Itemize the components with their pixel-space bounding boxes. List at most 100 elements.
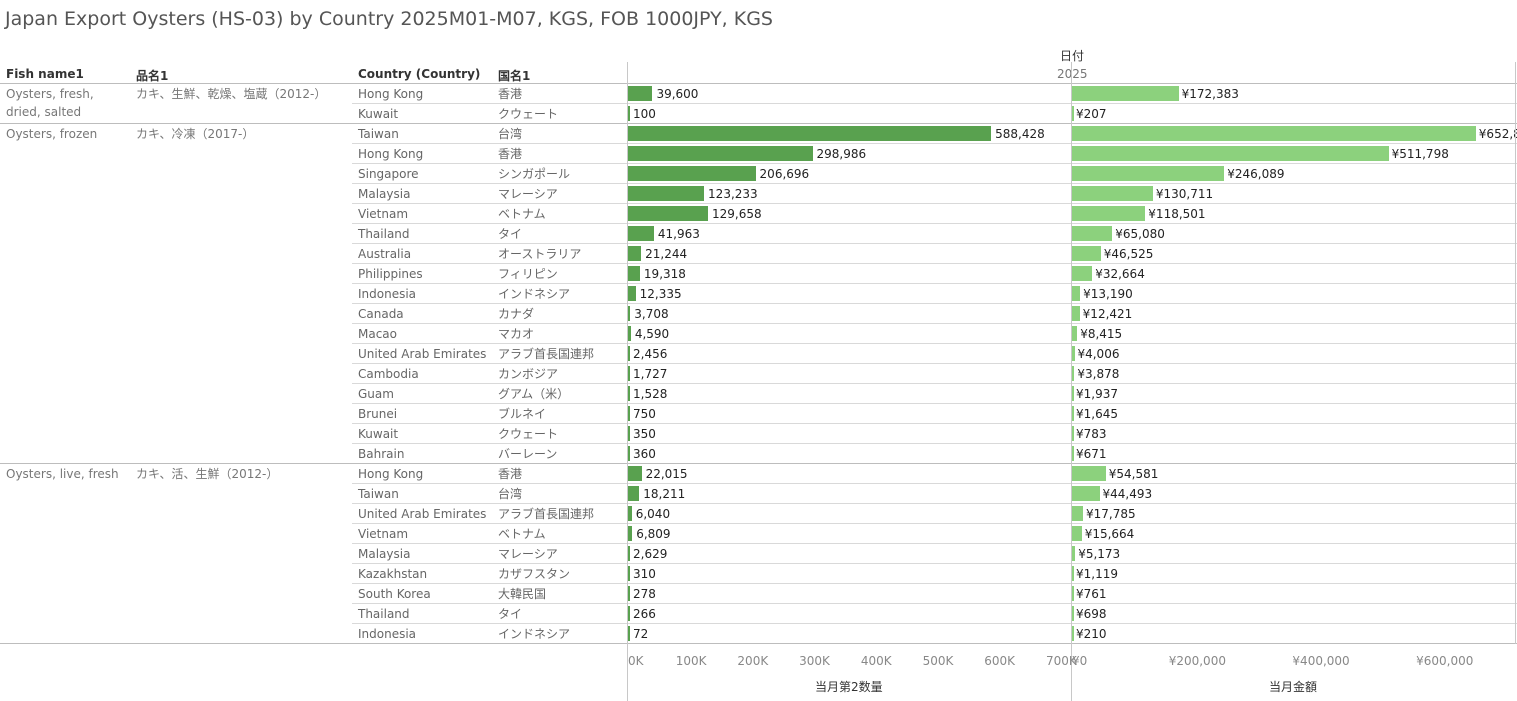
country-label[interactable]: Taiwan	[358, 127, 399, 141]
country-label[interactable]: Hong Kong	[358, 87, 424, 101]
kokumei-label[interactable]: インドネシア	[498, 287, 571, 301]
kokumei-label[interactable]: 香港	[498, 147, 523, 161]
amount-bar[interactable]	[1072, 286, 1081, 301]
amount-bar[interactable]	[1072, 626, 1074, 641]
country-label[interactable]: Guam	[358, 387, 394, 401]
country-label[interactable]: Kuwait	[358, 107, 399, 121]
country-label[interactable]: Vietnam	[358, 527, 409, 541]
amount-bar[interactable]	[1072, 426, 1074, 441]
country-label[interactable]: Cambodia	[358, 367, 419, 381]
kokumei-label[interactable]: オーストラリア	[498, 247, 582, 261]
kokumei-label[interactable]: シンガポール	[498, 167, 571, 181]
quantity-bar[interactable]	[628, 446, 630, 461]
quantity-bar[interactable]	[628, 566, 630, 581]
amount-bar[interactable]	[1072, 326, 1078, 341]
header-fish-name[interactable]: Fish name1	[6, 67, 84, 81]
kokumei-label[interactable]: インドネシア	[498, 627, 571, 641]
kokumei-label[interactable]: グアム（米）	[498, 387, 570, 401]
amount-bar[interactable]	[1072, 226, 1113, 241]
country-label[interactable]: Bahrain	[358, 447, 405, 461]
quantity-bar[interactable]	[628, 366, 630, 381]
amount-bar[interactable]	[1072, 606, 1074, 621]
country-label[interactable]: Indonesia	[358, 287, 417, 301]
quantity-bar[interactable]	[628, 286, 636, 301]
country-label[interactable]: Australia	[358, 247, 412, 261]
country-label[interactable]: United Arab Emirates	[358, 507, 487, 521]
amount-bar[interactable]	[1072, 566, 1074, 581]
kokumei-label[interactable]: 香港	[498, 87, 523, 101]
country-label[interactable]: Brunei	[358, 407, 398, 421]
amount-bar[interactable]	[1072, 106, 1074, 121]
quantity-bar[interactable]	[628, 106, 630, 121]
kokumei-label[interactable]: ベトナム	[498, 527, 546, 541]
kokumei-label[interactable]: ベトナム	[498, 207, 546, 221]
quantity-bar[interactable]	[628, 146, 813, 161]
kokumei-label[interactable]: タイ	[498, 227, 523, 241]
quantity-bar[interactable]	[628, 186, 705, 201]
quantity-bar[interactable]	[628, 306, 631, 321]
header-kokumei[interactable]: 国名1	[498, 69, 531, 83]
header-hinmei[interactable]: 品名1	[136, 69, 169, 83]
quantity-bar[interactable]	[628, 86, 653, 101]
quantity-bar[interactable]	[628, 326, 631, 341]
kokumei-label[interactable]: カナダ	[498, 307, 535, 321]
quantity-bar[interactable]	[628, 266, 640, 281]
amount-bar[interactable]	[1072, 126, 1476, 141]
quantity-bar[interactable]	[628, 126, 992, 141]
amount-bar[interactable]	[1072, 186, 1153, 201]
kokumei-label[interactable]: アラブ首長国連邦	[498, 507, 595, 521]
quantity-bar[interactable]	[628, 246, 642, 261]
country-label[interactable]: Taiwan	[358, 487, 399, 501]
kokumei-label[interactable]: フィリピン	[498, 267, 558, 281]
kokumei-label[interactable]: クウェート	[498, 107, 559, 121]
amount-bar[interactable]	[1072, 146, 1389, 161]
quantity-bar[interactable]	[628, 386, 630, 401]
quantity-bar[interactable]	[628, 206, 708, 221]
quantity-bar[interactable]	[628, 506, 632, 521]
kokumei-label[interactable]: 台湾	[498, 487, 523, 501]
amount-bar[interactable]	[1072, 86, 1179, 101]
amount-bar[interactable]	[1072, 466, 1106, 481]
quantity-bar[interactable]	[628, 586, 630, 601]
amount-bar[interactable]	[1072, 346, 1075, 361]
country-label[interactable]: Hong Kong	[358, 467, 424, 481]
kokumei-label[interactable]: ブルネイ	[498, 407, 547, 421]
amount-bar[interactable]	[1072, 406, 1074, 421]
quantity-bar[interactable]	[628, 346, 630, 361]
amount-bar[interactable]	[1072, 506, 1083, 521]
kokumei-label[interactable]: カンボジア	[498, 367, 559, 381]
country-label[interactable]: Thailand	[358, 607, 410, 621]
country-label[interactable]: Hong Kong	[358, 147, 424, 161]
quantity-bar[interactable]	[628, 166, 756, 181]
amount-bar[interactable]	[1072, 586, 1074, 601]
quantity-bar[interactable]	[628, 486, 640, 501]
kokumei-label[interactable]: マレーシア	[498, 547, 558, 561]
kokumei-label[interactable]: 大韓民国	[498, 587, 547, 601]
header-country[interactable]: Country (Country)	[358, 67, 481, 81]
country-label[interactable]: Malaysia	[358, 547, 411, 561]
amount-bar[interactable]	[1072, 546, 1076, 561]
quantity-bar[interactable]	[628, 226, 654, 241]
kokumei-label[interactable]: カザフスタン	[498, 567, 571, 581]
amount-bar[interactable]	[1072, 366, 1075, 381]
country-label[interactable]: Malaysia	[358, 187, 411, 201]
quantity-bar[interactable]	[628, 546, 630, 561]
country-label[interactable]: United Arab Emirates	[358, 347, 487, 361]
quantity-bar[interactable]	[628, 406, 630, 421]
amount-bar[interactable]	[1072, 206, 1146, 221]
amount-bar[interactable]	[1072, 266, 1093, 281]
quantity-bar[interactable]	[628, 426, 630, 441]
amount-bar[interactable]	[1072, 446, 1074, 461]
amount-bar[interactable]	[1072, 486, 1100, 501]
kokumei-label[interactable]: マカオ	[498, 327, 535, 341]
country-label[interactable]: Kazakhstan	[358, 567, 428, 581]
amount-bar[interactable]	[1072, 166, 1225, 181]
kokumei-label[interactable]: アラブ首長国連邦	[498, 347, 595, 361]
quantity-bar[interactable]	[628, 526, 633, 541]
country-label[interactable]: Thailand	[358, 227, 410, 241]
kokumei-label[interactable]: 台湾	[498, 127, 523, 141]
country-label[interactable]: Kuwait	[358, 427, 399, 441]
country-label[interactable]: Indonesia	[358, 627, 417, 641]
amount-bar[interactable]	[1072, 246, 1101, 261]
country-label[interactable]: Canada	[358, 307, 404, 321]
